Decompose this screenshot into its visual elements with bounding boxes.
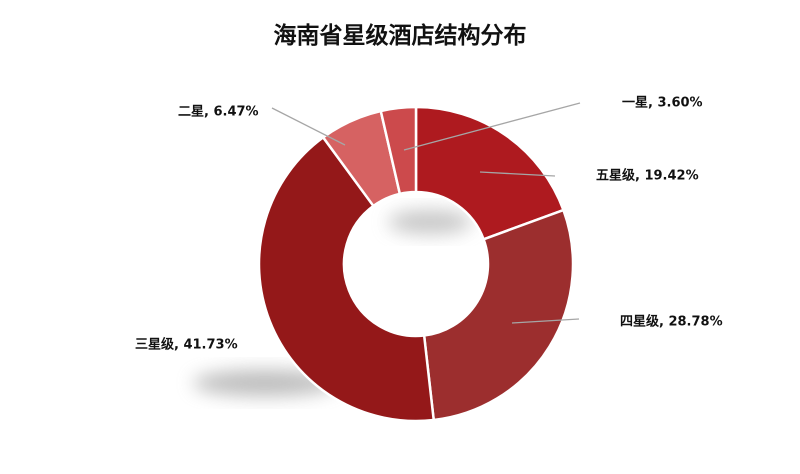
data-labels: 五星级, 19.42% 四星级, 28.78% 三星级, 41.73% 二星, 6.4…: [135, 96, 723, 353]
data-label-3: 三星级, 41.73%: [135, 337, 238, 353]
data-label-2: 四星级, 28.78%: [620, 314, 723, 330]
leader-lines: [271, 102, 581, 324]
data-label-4: 二星, 6.47%: [178, 105, 259, 120]
shadow-ellipse: [193, 370, 337, 396]
donut-slice-3: [257, 136, 435, 423]
leader-line-4: [271, 107, 346, 146]
leader-line-1: [479, 171, 556, 177]
donut-slices: [257, 105, 575, 423]
donut-slice-5: [379, 105, 418, 196]
leader-line-2: [511, 318, 580, 324]
data-label-5: 一星, 3.60%: [622, 96, 703, 111]
data-label-1: 五星级, 19.42%: [596, 168, 699, 184]
leader-line-5: [403, 102, 581, 151]
shadow-ellipse: [388, 210, 472, 234]
chart-title: 海南省星级酒店结构分布: [274, 22, 527, 49]
chart-shadow: [193, 210, 472, 396]
donut-slice-2: [422, 208, 575, 422]
